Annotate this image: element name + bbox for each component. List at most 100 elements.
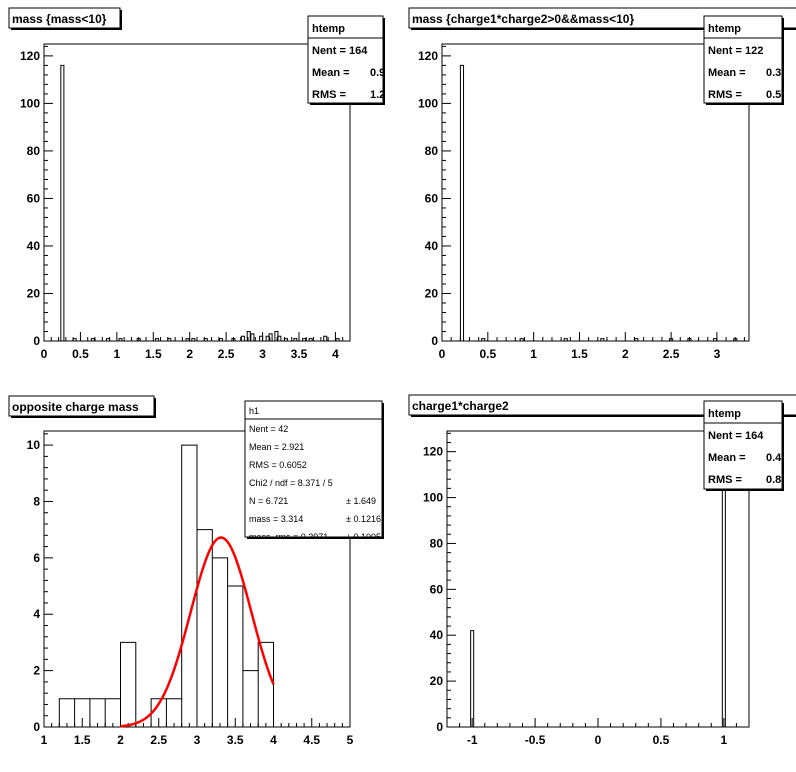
histogram-bar	[185, 338, 190, 342]
histogram-bar	[634, 338, 639, 342]
histogram-bar	[277, 335, 282, 342]
y-tick-label: 4	[33, 607, 40, 621]
stats-row-label: Nent = 122	[708, 45, 763, 57]
y-tick-label: 80	[27, 144, 41, 158]
x-tick-label: 2.5	[663, 347, 680, 361]
histogram-bar	[481, 338, 486, 342]
histogram-bar	[90, 338, 95, 342]
x-tick-label: 2	[117, 733, 124, 747]
chart-title: mass {mass<10}	[12, 12, 107, 26]
x-tick-label: 4	[332, 347, 339, 361]
stats-name: h1	[249, 406, 259, 416]
histogram-bar	[733, 338, 738, 342]
histogram-bar	[106, 338, 111, 342]
y-tick-label: 80	[425, 144, 439, 158]
x-tick-label: -0.5	[525, 733, 546, 747]
y-tick-label: 8	[33, 494, 40, 508]
y-tick-label: 0	[33, 334, 40, 348]
stats-row-label: Mean = 2.921	[249, 442, 304, 452]
x-tick-label: 3.5	[291, 347, 308, 361]
stats-row-label: Mean =	[708, 67, 746, 79]
histogram-bar	[219, 338, 224, 342]
histogram-bar	[293, 338, 298, 342]
x-tick-label: 2.5	[218, 347, 235, 361]
x-tick-label: 3	[714, 347, 721, 361]
stats-row-label: Nent = 42	[249, 424, 288, 434]
histogram-bar	[246, 330, 251, 342]
histogram-panel-3: 0 2 4 6 8 10 1 1.5 2 2.5 3 3.5 4 4.5 5 opposite charge …	[8, 395, 384, 747]
y-tick-label: 0	[33, 720, 40, 734]
y-tick-label: 80	[430, 536, 444, 550]
histogram-bar	[136, 338, 141, 342]
stats-row-value: 0.3156	[766, 67, 796, 79]
histogram-bar	[323, 335, 328, 342]
gaussian-fit-curve	[120, 536, 275, 728]
x-tick-label: 4.5	[303, 733, 320, 747]
histogram-bar	[167, 338, 172, 342]
histogram-bar	[335, 338, 340, 342]
histogram-bar	[60, 64, 65, 342]
stats-name: htemp	[312, 23, 345, 35]
histogram-bar	[203, 338, 208, 342]
stats-row-label: mass = 3.314	[249, 514, 303, 524]
x-tick-label: 5	[347, 733, 354, 747]
title-box	[8, 395, 155, 417]
y-tick-label: 60	[27, 191, 41, 205]
x-tick-label: 1	[114, 347, 121, 361]
stats-box	[703, 15, 783, 104]
y-tick-label: 100	[418, 96, 438, 110]
stats-row-label: Mean =	[312, 67, 350, 79]
stats-box	[307, 15, 384, 104]
stats-row-label: mass_rms = 0.3971	[249, 532, 328, 542]
y-tick-label: 20	[425, 286, 439, 300]
stats-row-value: ± 1.649	[346, 496, 376, 506]
stats-row-value: ± 0.1216	[346, 514, 381, 524]
chart-title: charge1*charge2	[412, 399, 509, 413]
histogram-bar	[154, 338, 159, 342]
y-tick-label: 40	[425, 239, 439, 253]
stats-row-label: RMS =	[708, 89, 742, 101]
histogram-bar	[713, 338, 718, 342]
title-box	[408, 394, 796, 416]
x-tick-label: 1.5	[571, 347, 588, 361]
y-tick-label: 100	[20, 96, 40, 110]
y-tick-label: 6	[33, 551, 40, 565]
x-tick-label: 2	[622, 347, 629, 361]
y-tick-label: 2	[33, 664, 40, 678]
histogram-panel-2: 0 20 40 60 80 100 120 0 0.5 1 1.5 2 2.5 3 mass {charge…	[408, 7, 796, 361]
stats-row-value: 0.956	[370, 67, 398, 79]
y-tick-label: 20	[430, 674, 444, 688]
stats-row-value: 1.235	[370, 89, 398, 101]
stats-row-label: RMS = 0.6052	[249, 460, 307, 470]
x-tick-label: 0	[595, 733, 602, 747]
histogram-bar	[302, 338, 307, 342]
stats-row-label: RMS =	[312, 89, 346, 101]
stats-row-label: Chi2 / ndf = 8.371 / 5	[249, 478, 333, 488]
x-tick-label: 4	[270, 733, 277, 747]
x-tick-label: 3.5	[227, 733, 244, 747]
histogram-panel-4: 0 20 40 60 80 100 120 -1 -0.5 0 0.5 1 charge1*charge…	[408, 394, 796, 747]
x-tick-label: 0	[41, 347, 48, 361]
x-tick-label: 1.5	[74, 733, 91, 747]
x-tick-label: 0.5	[72, 347, 89, 361]
histogram-outline	[58, 444, 274, 728]
stats-row-value: ± 0.1005	[346, 532, 381, 542]
histogram-bar	[231, 338, 236, 342]
histogram-bar	[72, 338, 77, 342]
plot-frame	[43, 43, 351, 342]
y-tick-label: 20	[27, 286, 41, 300]
chart-title: opposite charge mass	[12, 400, 139, 414]
x-tick-label: 0	[439, 347, 446, 361]
plot-frame	[441, 43, 750, 342]
stats-row-value: 0.5031	[766, 89, 796, 101]
histogram-panel-1: 0 20 40 60 80 100 120 0 0.5 1 1.5 2 2.5 3 3.5 4 mass {ma…	[8, 7, 398, 361]
stats-row-label: Nent = 164	[312, 45, 368, 57]
x-tick-label: 2	[186, 347, 193, 361]
histogram-bar	[118, 338, 123, 342]
y-tick-label: 0	[431, 334, 438, 348]
stats-box	[244, 400, 383, 538]
x-tick-label: 1	[720, 733, 727, 747]
x-tick-label: 1	[41, 733, 48, 747]
y-tick-label: 10	[27, 438, 41, 452]
x-tick-label: 0.5	[479, 347, 496, 361]
